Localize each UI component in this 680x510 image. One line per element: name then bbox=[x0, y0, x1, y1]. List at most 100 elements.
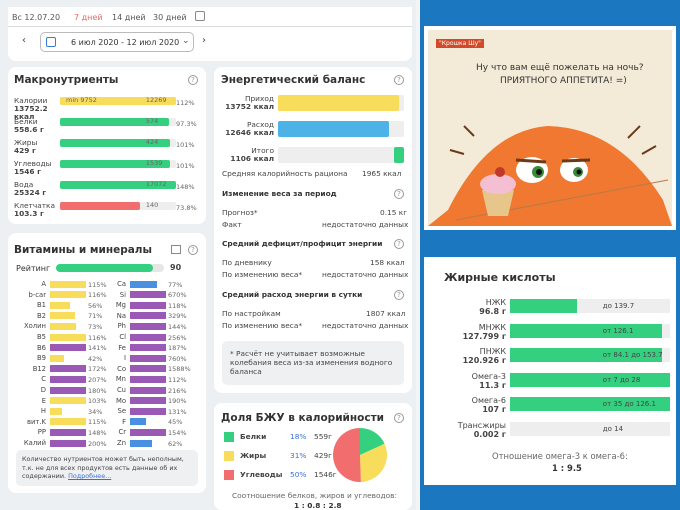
help-icon[interactable]: ? bbox=[394, 189, 404, 199]
nutrient-bar-fill bbox=[130, 280, 157, 288]
comic-text-line1: Ну что вам ещё пожелать на ночь? bbox=[476, 63, 644, 73]
nutrient-bar-fill bbox=[130, 407, 166, 415]
nutrient-percent: 103% bbox=[88, 397, 107, 406]
nutrient-percent: 71% bbox=[88, 312, 103, 321]
nutrient-bar-fill bbox=[130, 291, 166, 299]
nutrient-percent: 148% bbox=[88, 428, 107, 437]
nutrient-value: 103.3 г bbox=[14, 209, 44, 218]
nutrient-name: B1 bbox=[37, 301, 46, 310]
energy-row-name: Приход bbox=[244, 94, 274, 103]
card-title: Макронутриенты bbox=[14, 74, 119, 86]
nutrient-name: Fe bbox=[118, 343, 126, 352]
nutrient-bar-fill bbox=[130, 333, 166, 341]
more-link[interactable]: Подробнее... bbox=[68, 472, 112, 480]
nutrient-percent: 180% bbox=[88, 386, 107, 395]
nutrient-percent: 118% bbox=[168, 301, 187, 310]
table-icon[interactable] bbox=[171, 245, 181, 254]
fatty-acid-name: Омега-3 bbox=[471, 371, 506, 381]
tab-7-days[interactable]: 7 дней bbox=[74, 13, 103, 22]
nutrient-name: Клетчатка bbox=[14, 201, 56, 210]
nutrient-percent: 144% bbox=[168, 322, 187, 331]
nutrient-percent: 256% bbox=[168, 333, 187, 342]
legend-swatch bbox=[224, 432, 234, 442]
help-icon[interactable]: ? bbox=[394, 290, 404, 300]
fatty-acid-name: МНЖК bbox=[478, 322, 506, 332]
ratio-value: 1 : 0.8 : 2.8 bbox=[294, 501, 342, 510]
nutrient-name: вит.K bbox=[26, 417, 46, 426]
nutrient-name: B9 bbox=[37, 354, 46, 363]
nutrient-name: Углеводы bbox=[14, 159, 52, 168]
nutrient-percent: 190% bbox=[168, 397, 187, 406]
note-box: * Расчёт не учитывает возможные колебани… bbox=[222, 341, 404, 385]
help-icon[interactable]: ? bbox=[188, 75, 198, 85]
nutrient-norm-mark: 140 bbox=[145, 201, 159, 209]
help-icon[interactable]: ? bbox=[394, 413, 404, 423]
nutrient-name: Cu bbox=[116, 386, 126, 394]
date-range-select[interactable]: 6 июл 2020 - 12 июл 2020 ⌄ bbox=[40, 32, 194, 52]
help-icon[interactable]: ? bbox=[394, 239, 404, 249]
help-icon[interactable]: ? bbox=[394, 75, 404, 85]
fatty-acid-name: НЖК bbox=[485, 298, 506, 307]
help-icon[interactable]: ? bbox=[188, 245, 198, 255]
nutrient-bar-fill bbox=[130, 301, 166, 309]
prev-period-icon[interactable]: ‹ bbox=[22, 35, 26, 46]
energy-bar-fill bbox=[278, 95, 399, 111]
nutrient-bar-fill bbox=[50, 354, 65, 362]
nutrient-value: 558.6 г bbox=[14, 125, 44, 134]
nutrient-name: Ca bbox=[117, 280, 126, 288]
energy-row-name: Итого bbox=[251, 146, 274, 155]
weight-change-label: По изменению веса* bbox=[222, 270, 303, 279]
divider bbox=[8, 26, 412, 27]
diary-label: По дневнику bbox=[222, 258, 272, 267]
forecast-value: 0.15 кг bbox=[380, 208, 408, 217]
nutrient-name: Вода bbox=[14, 180, 34, 189]
fatty-norm-label: до 14 bbox=[602, 424, 624, 433]
tab-day[interactable]: Вс 12.07.20 bbox=[12, 13, 61, 22]
nutrient-bar-fill bbox=[50, 428, 86, 436]
nutrient-bar-fill bbox=[130, 418, 146, 426]
nutrient-percent: 207% bbox=[88, 375, 107, 384]
energy-balance-card: Энергетический баланс ? Приход 13752 ккал… bbox=[214, 67, 412, 393]
period-header: Вс 12.07.20 7 дней 14 дней 30 дней ‹ 6 и… bbox=[8, 7, 412, 61]
nutrient-percent: 670% bbox=[168, 291, 187, 300]
fatty-bar-fill bbox=[510, 323, 662, 338]
nutrient-bar-fill bbox=[130, 354, 166, 362]
energy-bar-fill bbox=[278, 121, 389, 137]
nutrient-bar-fill bbox=[130, 375, 166, 383]
nutrient-bar-fill bbox=[130, 312, 166, 320]
tab-30-days[interactable]: 30 дней bbox=[153, 13, 187, 22]
nutrient-name: I bbox=[123, 354, 126, 363]
nutrient-name: D bbox=[40, 386, 46, 394]
nutrient-value: 1546 г bbox=[14, 167, 42, 176]
nutrient-name: Mg bbox=[115, 301, 126, 310]
nutrient-name: Mo bbox=[115, 396, 126, 405]
legend-name: Жиры bbox=[240, 451, 267, 460]
calendar-icon[interactable] bbox=[195, 11, 205, 21]
fatty-bar-fill bbox=[510, 372, 670, 387]
nutrient-percent: 187% bbox=[168, 344, 187, 353]
nutrient-percent: 101% bbox=[176, 141, 195, 149]
tab-14-days[interactable]: 14 дней bbox=[112, 13, 146, 22]
expense-title: Средний расход энергии в сутки bbox=[222, 290, 363, 299]
nutrient-percent: 73.8% bbox=[176, 204, 197, 212]
fatty-acid-value: 120.926 г bbox=[462, 356, 506, 365]
pie-slice bbox=[360, 428, 385, 455]
nutrient-percent: 1588% bbox=[168, 365, 191, 374]
avg-calories-label: Средняя калорийность рациона bbox=[222, 169, 348, 178]
fatty-norm-label: от 126.1 bbox=[602, 326, 634, 335]
next-period-icon[interactable]: › bbox=[202, 35, 206, 46]
nutrient-percent: 115% bbox=[88, 280, 107, 289]
rating-bar-fill bbox=[56, 264, 154, 272]
comic-image: "Крошка Шу" Ну что вам ещё пожелать на н… bbox=[428, 30, 672, 226]
energy-row-value: 12646 ккал bbox=[225, 128, 274, 137]
nutrient-bar-fill bbox=[50, 439, 86, 447]
fatty-norm-label: от 7 до 28 bbox=[602, 375, 641, 384]
ratio-label: Соотношение белков, жиров и углеводов: bbox=[232, 491, 397, 500]
nutrient-name: Калий bbox=[23, 439, 46, 447]
nutrient-percent: 154% bbox=[168, 428, 187, 437]
nutrient-percent: 112% bbox=[176, 99, 195, 107]
nutrient-percent: 216% bbox=[168, 386, 187, 395]
nutrient-percent: 73% bbox=[88, 322, 103, 331]
nutrient-percent: 112% bbox=[168, 375, 187, 384]
settings-value: 1807 ккал bbox=[366, 309, 406, 318]
